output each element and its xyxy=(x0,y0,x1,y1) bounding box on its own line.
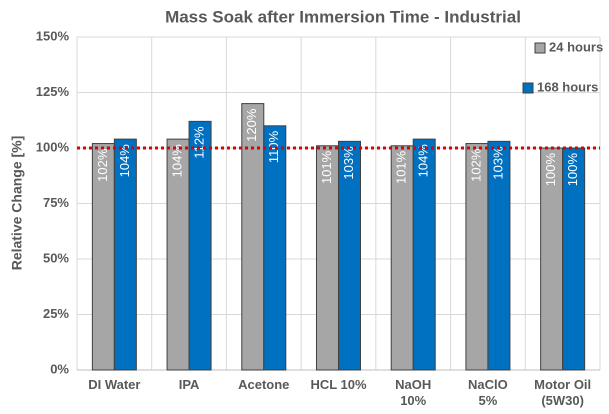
x-tick-label-line: 5% xyxy=(479,393,498,408)
bar xyxy=(188,120,212,371)
x-tick-label-line: DI Water xyxy=(88,377,140,392)
chart-title: Mass Soak after Immersion Time - Industr… xyxy=(165,7,521,26)
bar xyxy=(338,140,361,371)
value-label: 103% xyxy=(490,146,505,180)
legend-label: 24 hours xyxy=(549,39,603,54)
value-label: 101% xyxy=(394,150,409,184)
x-tick-label: Acetone xyxy=(238,377,289,392)
bar xyxy=(412,138,436,371)
x-tick-label: HCL 10% xyxy=(310,377,367,392)
x-tick-label: NaOH 10% xyxy=(395,377,431,408)
y-tick-label: 150% xyxy=(36,28,70,43)
value-label: 101% xyxy=(319,150,334,184)
y-tick-label: 125% xyxy=(36,84,70,99)
x-tick-label: DI Water xyxy=(88,377,140,392)
x-tick-label-line: Acetone xyxy=(238,377,289,392)
x-tick-label: IPA xyxy=(179,377,200,392)
x-tick-label-line: Motor Oil xyxy=(534,377,591,392)
value-label: 104% xyxy=(117,144,132,178)
value-label: 103% xyxy=(341,146,356,180)
value-label: 104% xyxy=(416,144,431,178)
value-label: 110% xyxy=(266,130,281,163)
x-tick-label-line: HCL 10% xyxy=(310,377,367,392)
x-tick-label: NaClO 5% xyxy=(468,377,508,408)
value-label: 102% xyxy=(95,148,110,182)
x-tick-label-line: NaOH xyxy=(395,377,431,392)
x-tick-label-line: IPA xyxy=(179,377,200,392)
bar xyxy=(241,103,265,371)
value-label: 120% xyxy=(244,108,259,142)
legend-label: 168 hours xyxy=(537,79,598,94)
value-label: 100% xyxy=(565,153,580,187)
x-tick-label: Motor Oil (5W30) xyxy=(534,377,591,408)
y-axis-label: Relative Change [%] xyxy=(9,136,25,271)
y-tick-label: 0% xyxy=(50,361,69,376)
bar xyxy=(487,140,511,371)
value-label: 104% xyxy=(170,144,185,178)
bar xyxy=(562,147,586,371)
legend-swatch xyxy=(534,42,546,54)
y-tick-label: 50% xyxy=(43,250,69,265)
x-tick-label-line: 10% xyxy=(400,393,426,408)
bar xyxy=(113,138,137,371)
legend-swatch xyxy=(522,82,534,94)
x-tick-label-line: (5W30) xyxy=(541,393,584,408)
bar xyxy=(263,125,287,371)
value-label: 102% xyxy=(468,148,483,182)
y-tick-label: 25% xyxy=(43,306,69,321)
value-label: 112% xyxy=(192,126,207,159)
value-label: 100% xyxy=(543,153,558,187)
y-tick-label: 75% xyxy=(43,195,69,210)
y-tick-label: 100% xyxy=(36,139,70,154)
x-tick-label-line: NaClO xyxy=(468,377,508,392)
